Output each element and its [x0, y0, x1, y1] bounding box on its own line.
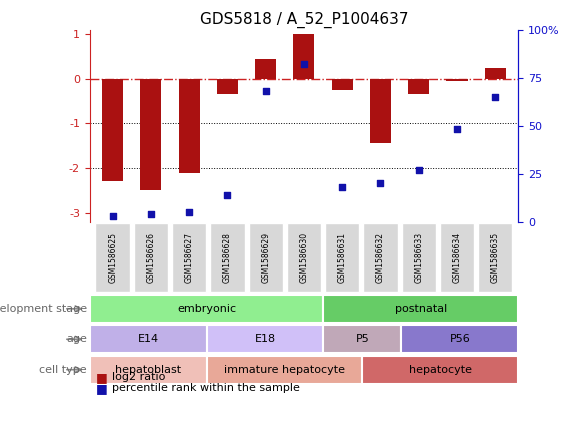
Point [452, 126, 461, 133]
Point [108, 212, 118, 219]
Point [185, 209, 194, 215]
FancyBboxPatch shape [134, 223, 168, 292]
Bar [332, 79, 353, 90]
FancyBboxPatch shape [90, 325, 207, 353]
FancyBboxPatch shape [440, 223, 474, 292]
FancyBboxPatch shape [90, 356, 207, 384]
Text: embryonic: embryonic [177, 304, 236, 314]
FancyBboxPatch shape [172, 223, 207, 292]
Text: GSM1586632: GSM1586632 [376, 232, 385, 283]
FancyBboxPatch shape [207, 325, 324, 353]
Text: age: age [66, 334, 87, 344]
Bar [179, 79, 200, 173]
Point [223, 191, 232, 198]
Text: P56: P56 [449, 334, 470, 344]
FancyBboxPatch shape [324, 325, 401, 353]
Bar [217, 79, 238, 94]
Text: GSM1586629: GSM1586629 [261, 232, 270, 283]
Bar [255, 59, 276, 79]
Text: GSM1586627: GSM1586627 [185, 232, 194, 283]
FancyBboxPatch shape [363, 223, 398, 292]
Bar [485, 68, 506, 79]
Point [414, 166, 423, 173]
FancyBboxPatch shape [401, 223, 436, 292]
Bar [370, 79, 391, 143]
FancyBboxPatch shape [248, 223, 283, 292]
Point [376, 180, 385, 187]
Text: GSM1586633: GSM1586633 [414, 232, 423, 283]
Bar [141, 79, 162, 190]
Point [338, 184, 347, 190]
Text: GSM1586628: GSM1586628 [223, 232, 232, 283]
Text: percentile rank within the sample: percentile rank within the sample [112, 383, 299, 393]
Text: GSM1586625: GSM1586625 [108, 232, 117, 283]
Point [299, 61, 309, 68]
Text: hepatoblast: hepatoblast [115, 365, 181, 375]
Text: cell type: cell type [39, 365, 87, 375]
Point [146, 211, 156, 217]
FancyBboxPatch shape [478, 223, 512, 292]
Text: GSM1586634: GSM1586634 [453, 232, 461, 283]
Text: E18: E18 [254, 334, 276, 344]
Text: GSM1586626: GSM1586626 [146, 232, 155, 283]
Bar [294, 34, 314, 79]
Bar [446, 79, 467, 81]
FancyBboxPatch shape [324, 295, 518, 323]
Title: GDS5818 / A_52_P1004637: GDS5818 / A_52_P1004637 [200, 12, 408, 28]
Point [261, 88, 270, 94]
Bar [102, 79, 123, 181]
Text: ■: ■ [96, 382, 107, 395]
Bar [408, 79, 429, 94]
FancyBboxPatch shape [362, 356, 518, 384]
FancyBboxPatch shape [401, 325, 518, 353]
FancyBboxPatch shape [90, 295, 324, 323]
Text: E14: E14 [138, 334, 159, 344]
FancyBboxPatch shape [210, 223, 245, 292]
Text: postnatal: postnatal [395, 304, 447, 314]
FancyBboxPatch shape [287, 223, 321, 292]
Text: P5: P5 [356, 334, 369, 344]
Point [490, 93, 500, 100]
Text: immature hepatocyte: immature hepatocyte [224, 365, 345, 375]
FancyBboxPatch shape [96, 223, 130, 292]
FancyBboxPatch shape [207, 356, 362, 384]
Text: ■: ■ [96, 371, 107, 384]
Text: log2 ratio: log2 ratio [112, 372, 165, 382]
FancyBboxPatch shape [325, 223, 360, 292]
Text: development stage: development stage [0, 304, 87, 314]
Text: GSM1586635: GSM1586635 [491, 232, 500, 283]
Text: GSM1586631: GSM1586631 [338, 232, 347, 283]
Text: hepatocyte: hepatocyte [409, 365, 472, 375]
Text: GSM1586630: GSM1586630 [299, 232, 309, 283]
